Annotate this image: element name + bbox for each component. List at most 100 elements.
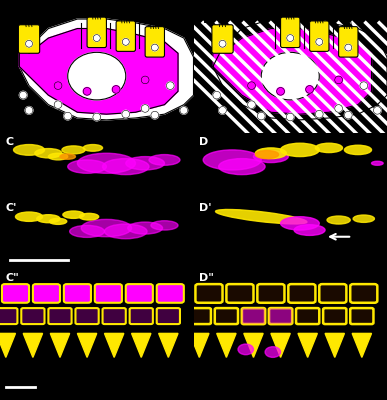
Circle shape <box>327 216 350 224</box>
FancyBboxPatch shape <box>350 308 373 324</box>
Ellipse shape <box>261 52 319 100</box>
FancyBboxPatch shape <box>19 25 40 53</box>
Polygon shape <box>104 333 124 357</box>
Circle shape <box>315 110 323 118</box>
Text: C": C" <box>6 274 20 284</box>
FancyBboxPatch shape <box>339 27 358 57</box>
Circle shape <box>219 158 265 175</box>
FancyBboxPatch shape <box>145 27 164 57</box>
Circle shape <box>219 106 226 114</box>
FancyBboxPatch shape <box>157 308 180 324</box>
FancyBboxPatch shape <box>212 25 233 53</box>
Ellipse shape <box>68 52 126 100</box>
Circle shape <box>373 106 381 114</box>
FancyBboxPatch shape <box>310 21 329 51</box>
Polygon shape <box>271 333 290 357</box>
FancyBboxPatch shape <box>319 284 346 303</box>
FancyBboxPatch shape <box>75 308 99 324</box>
Polygon shape <box>19 28 178 114</box>
Circle shape <box>166 82 174 90</box>
Circle shape <box>54 101 62 108</box>
FancyBboxPatch shape <box>323 308 346 324</box>
FancyBboxPatch shape <box>126 284 153 303</box>
FancyBboxPatch shape <box>130 308 153 324</box>
Circle shape <box>277 88 284 95</box>
Circle shape <box>360 82 368 90</box>
Circle shape <box>37 215 60 223</box>
Text: C': C' <box>6 203 17 213</box>
FancyBboxPatch shape <box>195 284 223 303</box>
Circle shape <box>180 106 188 114</box>
Polygon shape <box>159 333 178 357</box>
FancyBboxPatch shape <box>350 284 377 303</box>
Polygon shape <box>50 333 70 357</box>
Polygon shape <box>0 333 15 357</box>
Polygon shape <box>244 333 263 357</box>
Ellipse shape <box>216 210 307 224</box>
Circle shape <box>335 105 342 112</box>
FancyBboxPatch shape <box>242 308 265 324</box>
FancyBboxPatch shape <box>226 284 253 303</box>
Polygon shape <box>77 333 97 357</box>
Circle shape <box>83 88 91 95</box>
Circle shape <box>15 212 43 221</box>
FancyBboxPatch shape <box>257 284 284 303</box>
Text: C: C <box>6 136 14 146</box>
Circle shape <box>128 222 163 234</box>
Circle shape <box>64 112 72 120</box>
Circle shape <box>316 38 323 45</box>
FancyBboxPatch shape <box>87 17 106 48</box>
Text: B: B <box>203 13 213 26</box>
Circle shape <box>149 154 180 165</box>
Circle shape <box>345 44 352 51</box>
Text: D": D" <box>199 274 214 284</box>
Circle shape <box>126 156 164 170</box>
Circle shape <box>151 44 158 51</box>
FancyBboxPatch shape <box>103 308 126 324</box>
Circle shape <box>141 105 149 112</box>
Circle shape <box>213 91 221 99</box>
Text: D: D <box>199 136 209 146</box>
Circle shape <box>353 215 375 222</box>
Circle shape <box>344 111 352 119</box>
Circle shape <box>335 76 342 84</box>
Circle shape <box>255 150 279 158</box>
Circle shape <box>238 344 253 355</box>
Circle shape <box>79 213 99 220</box>
Circle shape <box>25 106 33 114</box>
FancyBboxPatch shape <box>64 284 91 303</box>
Circle shape <box>50 218 67 224</box>
Circle shape <box>203 150 261 170</box>
FancyBboxPatch shape <box>95 284 122 303</box>
Circle shape <box>344 145 372 154</box>
Polygon shape <box>190 333 209 357</box>
Circle shape <box>103 158 149 175</box>
FancyBboxPatch shape <box>33 284 60 303</box>
Circle shape <box>315 143 342 152</box>
Circle shape <box>248 101 255 108</box>
Circle shape <box>60 154 75 159</box>
Circle shape <box>70 225 104 238</box>
Circle shape <box>93 113 101 121</box>
Circle shape <box>26 40 33 47</box>
Polygon shape <box>132 333 151 357</box>
FancyBboxPatch shape <box>157 284 184 303</box>
FancyBboxPatch shape <box>215 308 238 324</box>
FancyBboxPatch shape <box>116 21 135 51</box>
Circle shape <box>83 144 103 151</box>
Circle shape <box>81 219 132 237</box>
FancyBboxPatch shape <box>2 284 29 303</box>
Text: D': D' <box>199 203 212 213</box>
Circle shape <box>248 82 255 90</box>
Text: A: A <box>10 13 19 26</box>
Circle shape <box>112 86 120 93</box>
Circle shape <box>14 144 45 155</box>
Circle shape <box>219 40 226 47</box>
Polygon shape <box>352 333 372 357</box>
FancyBboxPatch shape <box>21 308 45 324</box>
Circle shape <box>255 148 286 158</box>
Circle shape <box>122 38 129 45</box>
FancyBboxPatch shape <box>48 308 72 324</box>
Polygon shape <box>19 19 194 120</box>
Circle shape <box>93 35 100 42</box>
